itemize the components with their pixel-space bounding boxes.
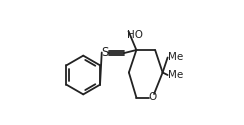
Text: HO: HO — [127, 30, 143, 40]
Text: Me: Me — [168, 70, 183, 80]
Text: O: O — [149, 92, 157, 102]
Text: S: S — [102, 46, 109, 59]
Text: Me: Me — [168, 52, 183, 62]
